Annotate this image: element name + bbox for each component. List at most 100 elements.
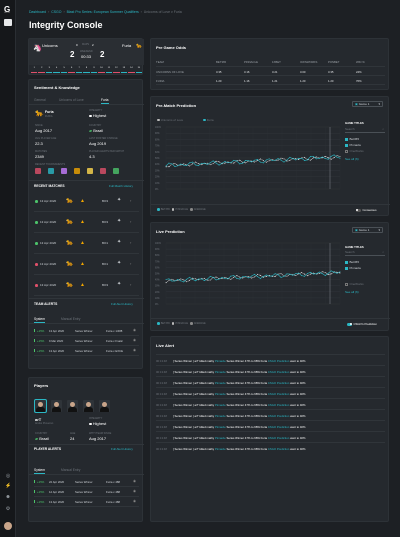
player-avatar[interactable] xyxy=(51,400,62,412)
live-alert-row[interactable]: 00:13:48 [ Series Winner ] arT killed mat… xyxy=(156,354,385,365)
breadcrumb-dashboard[interactable]: Dashboard xyxy=(29,10,47,14)
series-point xyxy=(324,271,326,273)
odds-column-header[interactable]: WIN % xyxy=(356,60,365,64)
chevron-right-icon[interactable]: › xyxy=(130,240,132,245)
series-point xyxy=(268,275,270,277)
recent-match-row[interactable]: 13 Apr 2020 🐆 ▲ BO3 ✦ › xyxy=(34,275,139,296)
sentiment-tab-furia[interactable]: Furia xyxy=(101,98,109,104)
dashboard-nav-button[interactable] xyxy=(4,19,12,26)
live-alert-row[interactable]: 00:13:48 [ Series Winner ] arT killed mat… xyxy=(156,409,385,420)
alert-icon[interactable]: ◎ xyxy=(5,473,11,479)
live-alert-time: 00:13:48 xyxy=(156,425,167,429)
prematch-game-dropdown[interactable]: ▣ Game 1 ▾ xyxy=(352,101,383,107)
sentiment-tab-unicorns[interactable]: Unicorns of Love xyxy=(59,98,84,102)
breadcrumb-tournament[interactable]: Blast Pro Series: European Summer Qualif… xyxy=(66,10,139,14)
live-alert-row[interactable]: 00:13:48 [ Series Winner ] arT killed mat… xyxy=(156,442,385,453)
alert-row[interactable]: +15% 13 Apr 2020 Series Winner Furia x EXCE… xyxy=(34,346,139,356)
live-alert-row[interactable]: 00:13:48 [ Series Winner ] arT killed mat… xyxy=(156,365,385,376)
odds-column-header[interactable]: PINNACLE xyxy=(244,60,258,64)
player-avatar[interactable] xyxy=(83,400,94,412)
player-alerts-history-link[interactable]: Full Alert History xyxy=(111,447,133,451)
team-alerts-history-link[interactable]: Full Alert History xyxy=(111,302,133,306)
tournament-logo-icon[interactable] xyxy=(87,168,93,174)
live-search-input[interactable]: Search ⌕ xyxy=(345,250,385,256)
eye-icon[interactable]: ◉ xyxy=(133,348,137,352)
csgo-prediction-toggle[interactable]: CSGO's Prediction xyxy=(347,322,377,326)
live-game-dropdown[interactable]: ▣ Game 1 ▾ xyxy=(352,227,383,233)
eye-icon[interactable]: ◉ xyxy=(133,499,137,503)
eye-icon[interactable]: ◉ xyxy=(133,338,137,342)
consensus-toggle[interactable]: Consensus xyxy=(356,208,377,212)
alerts-per-match-label: PLAYER ALERTS PER MATCH xyxy=(89,150,125,153)
odds-cell: 3.21 xyxy=(272,70,278,74)
chevron-right-icon[interactable]: › xyxy=(130,219,132,224)
alert-row[interactable]: +15% 13 Apr 2020 Series Winner Furia x 488 ◉ xyxy=(34,497,139,507)
tournament-logo-icon[interactable] xyxy=(113,168,119,174)
gear-icon[interactable]: ⚙ xyxy=(5,506,11,512)
avatar[interactable] xyxy=(4,522,12,530)
live-alert-row[interactable]: 00:13:48 [ Series Winner ] arT killed mat… xyxy=(156,420,385,431)
time-label: WEEKEND xyxy=(80,50,93,53)
prematch-see-all-link[interactable]: See all (6) xyxy=(345,157,359,161)
odds-column-header[interactable]: OWNWORKS xyxy=(300,60,318,64)
team-alerts-title: TEAM ALERTS xyxy=(34,302,58,306)
live-alert-row[interactable]: 00:13:48 [ Series Winner ] arT killed mat… xyxy=(156,398,385,409)
user-icon[interactable]: ☻ xyxy=(5,494,11,500)
live-source-pinnacle[interactable]: Pinnacle xyxy=(345,266,361,270)
series-point xyxy=(197,165,199,167)
tournament-logo-icon[interactable] xyxy=(35,168,41,174)
live-source-oneworks[interactable]: OneWorks xyxy=(345,282,364,286)
tournament-logo-icon[interactable] xyxy=(48,168,54,174)
recent-match-row[interactable]: 13 Apr 2020 🐆 ▲ BO1 ✦ › xyxy=(34,254,139,275)
live-alert-time: 00:13:48 xyxy=(156,414,167,418)
chevron-right-icon[interactable]: › xyxy=(130,198,132,203)
alert-row[interactable]: +15% 12 Apr 2020 Series Winner Furia x 488 ◉ xyxy=(34,487,139,497)
player-alerts-tab-manual[interactable]: Manual Entry xyxy=(61,468,81,472)
tournament-logo-icon[interactable] xyxy=(61,168,67,174)
live-source-bet365[interactable]: Bet365 xyxy=(345,260,359,264)
alert-row[interactable]: +15% 13 Apr 2020 Series Winner Furia x 1/48… xyxy=(34,326,139,336)
live-alert-row[interactable]: 00:13:48 [ Series Winner ] arT killed mat… xyxy=(156,431,385,442)
full-match-history-link[interactable]: Full Match History xyxy=(109,184,134,188)
round-7: 7 xyxy=(75,67,83,73)
live-alert-row[interactable]: 00:13:48 [ Series Winner ] arT killed mat… xyxy=(156,376,385,387)
bolt-icon[interactable]: ⚡ xyxy=(5,483,12,489)
breadcrumb-csgo[interactable]: CSGO xyxy=(51,10,62,14)
live-alert-row[interactable]: 00:13:48 [ Series Winner ] arT killed mat… xyxy=(156,387,385,398)
eye-icon[interactable]: ◉ xyxy=(133,489,137,493)
alert-row[interactable]: +15% 9 Mar 2020 Series Winner Furia x Fnati… xyxy=(34,336,139,346)
series-point xyxy=(310,273,311,275)
odds-column-header[interactable]: 1XBET xyxy=(272,60,281,64)
tournament-logo-icon[interactable] xyxy=(74,168,80,174)
odds-row: UNICORNS OF LOVE 3.35 3.16 3.21 3.00 3.35 24% xyxy=(156,67,385,76)
alert-row[interactable]: +15% 22 Apr 2020 Series Winner Furia x 488 ◉ xyxy=(34,477,139,487)
team-alerts-tab-manual[interactable]: Manual Entry xyxy=(61,317,81,321)
player-avatar[interactable] xyxy=(34,399,47,413)
series-point xyxy=(301,157,303,159)
player-avatar[interactable] xyxy=(99,400,110,412)
eye-icon[interactable]: ◉ xyxy=(133,328,137,332)
eye-icon[interactable]: ◉ xyxy=(133,479,137,483)
prematch-source-bet365[interactable]: Bet365 xyxy=(345,137,359,141)
player-alerts-tab-system[interactable]: System xyxy=(34,468,45,474)
tournament-logo-icon[interactable] xyxy=(100,168,106,174)
recent-match-row[interactable]: 13 Apr 2020 🐆 ▲ BO3 ✦ › xyxy=(34,191,139,212)
chevron-right-icon[interactable]: › xyxy=(130,261,132,266)
series-point xyxy=(304,273,306,275)
sentiment-tab-general[interactable]: General xyxy=(34,98,46,102)
player-avatar[interactable] xyxy=(67,400,78,412)
prematch-source-oneworks[interactable]: OneWorks xyxy=(345,149,364,153)
recent-match-row[interactable]: 13 Apr 2020 🐆 ▲ BO3 ✦ › xyxy=(34,212,139,233)
odds-column-header[interactable]: PONBET xyxy=(328,60,340,64)
recent-match-row[interactable]: 13 Apr 2020 🐆 ▲ BO1 ✦ › xyxy=(34,233,139,254)
prematch-source-pinnacle[interactable]: Pinnacle xyxy=(345,143,361,147)
odds-column-header[interactable]: TEAM xyxy=(156,60,164,64)
team-alerts-tab-system[interactable]: System xyxy=(34,317,45,323)
live-alert-part: [ Series Winner ] xyxy=(173,425,194,429)
chevron-right-icon[interactable]: › xyxy=(130,282,132,287)
live-alert-part: Pinnacle xyxy=(214,403,226,407)
prematch-search-input[interactable]: Search ⌕ xyxy=(345,127,385,133)
live-see-all-link[interactable]: See all (6) xyxy=(345,290,359,294)
odds-column-header[interactable]: BET365 xyxy=(216,60,227,64)
page-title: Integrity Console xyxy=(29,20,103,30)
